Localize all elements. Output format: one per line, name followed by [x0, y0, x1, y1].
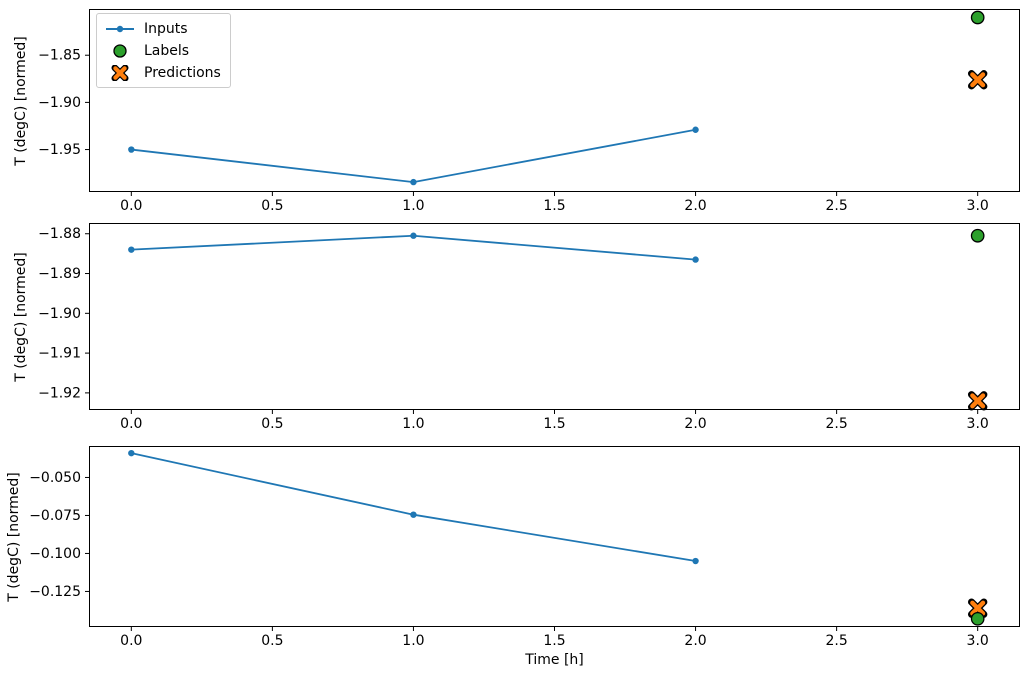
svg-text:2.0: 2.0: [684, 633, 706, 649]
svg-text:1.0: 1.0: [402, 633, 424, 649]
legend-item-inputs: Inputs: [104, 19, 221, 38]
svg-text:2.0: 2.0: [684, 198, 706, 214]
inputs-line-icon: [106, 25, 134, 32]
svg-text:3.0: 3.0: [967, 416, 989, 432]
svg-text:3.0: 3.0: [967, 198, 989, 214]
svg-text:−1.89: −1.89: [38, 266, 81, 282]
svg-text:1.0: 1.0: [402, 198, 424, 214]
svg-text:−0.050: −0.050: [29, 470, 81, 486]
svg-text:3.0: 3.0: [967, 633, 989, 649]
svg-text:−1.90: −1.90: [38, 95, 81, 111]
svg-text:−1.92: −1.92: [38, 385, 81, 401]
legend-label-predictions: Predictions: [144, 64, 221, 81]
svg-text:−1.90: −1.90: [38, 306, 81, 322]
svg-text:−0.125: −0.125: [29, 584, 81, 600]
legend-item-predictions: Predictions: [104, 63, 221, 82]
svg-text:−0.075: −0.075: [29, 508, 81, 524]
svg-text:1.5: 1.5: [543, 633, 565, 649]
svg-text:0.5: 0.5: [261, 633, 283, 649]
legend: Inputs Labels Predictions: [96, 13, 231, 88]
subplot-2-axes: 0.0 0.5 1.0 1.5 2.0 2.5 3.0 −1.88 −1.89 −1.90 −1.9…: [38, 223, 1020, 432]
svg-text:0.0: 0.0: [120, 198, 142, 214]
svg-text:1.5: 1.5: [543, 416, 565, 432]
svg-text:2.5: 2.5: [825, 198, 847, 214]
labels-circle-icon: [113, 43, 127, 58]
svg-text:−1.95: −1.95: [38, 142, 81, 158]
subplot-2-ylabel: T (degC) [normed]: [13, 251, 29, 382]
legend-item-labels: Labels: [104, 41, 221, 60]
subplot-3-ylabel: T (degC) [normed]: [6, 471, 22, 602]
svg-text:2.5: 2.5: [825, 633, 847, 649]
svg-text:−1.91: −1.91: [38, 346, 81, 362]
svg-text:2.5: 2.5: [825, 416, 847, 432]
subplot-1-axes: 0.0 0.5 1.0 1.5 2.0 2.5 3.0 −1.85 −1.90 −1.95: [38, 9, 1020, 214]
svg-text:−1.88: −1.88: [38, 226, 81, 242]
svg-text:−1.85: −1.85: [38, 48, 81, 64]
svg-text:1.5: 1.5: [543, 198, 565, 214]
svg-text:0.5: 0.5: [261, 416, 283, 432]
svg-text:−0.100: −0.100: [29, 546, 81, 562]
predictions-x-icon: [111, 64, 129, 81]
subplot-3-axes: 0.0 0.5 1.0 1.5 2.0 2.5 3.0 −0.050 −0.075 −0.100 −…: [29, 446, 1020, 649]
legend-label-inputs: Inputs: [144, 20, 188, 37]
svg-text:1.0: 1.0: [402, 416, 424, 432]
svg-text:0.5: 0.5: [261, 198, 283, 214]
svg-text:0.0: 0.0: [120, 416, 142, 432]
svg-text:0.0: 0.0: [120, 633, 142, 649]
x-axis-label: Time [h]: [525, 652, 584, 668]
subplot-1-ylabel: T (degC) [normed]: [13, 35, 29, 166]
svg-text:2.0: 2.0: [684, 416, 706, 432]
legend-label-labels: Labels: [144, 42, 190, 59]
